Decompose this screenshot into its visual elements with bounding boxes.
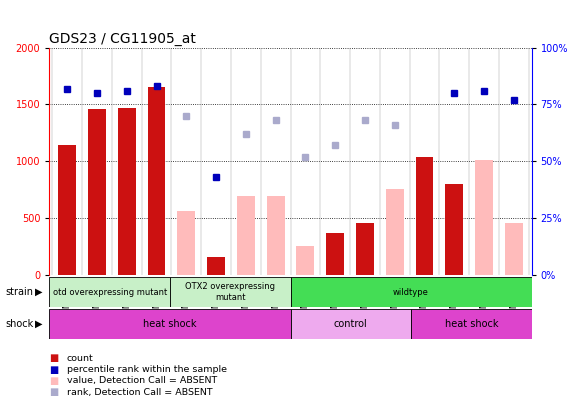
Bar [505,223,523,275]
Text: percentile rank within the sample: percentile rank within the sample [67,366,227,374]
Bar [58,145,76,275]
Bar [148,88,166,275]
Text: ■: ■ [49,376,59,386]
Text: GDS23 / CG11905_at: GDS23 / CG11905_at [49,32,196,46]
Text: value, Detection Call = ABSENT: value, Detection Call = ABSENT [67,377,217,385]
Bar [207,257,225,275]
Text: control: control [334,319,368,329]
Bar [356,223,374,275]
Text: ■: ■ [49,365,59,375]
Bar [411,309,532,339]
Bar [386,188,404,275]
Bar [177,211,195,275]
Bar [267,196,285,275]
Bar [49,309,290,339]
Text: count: count [67,354,94,363]
Text: wildtype: wildtype [393,287,429,297]
Text: ■: ■ [49,353,59,364]
Bar [237,196,255,275]
Text: heat shock: heat shock [444,319,498,329]
Bar [290,309,411,339]
Bar [475,160,493,275]
Text: ▶: ▶ [35,319,42,329]
Bar [49,277,170,307]
Text: ■: ■ [49,387,59,396]
Text: heat shock: heat shock [143,319,197,329]
Text: rank, Detection Call = ABSENT: rank, Detection Call = ABSENT [67,388,213,396]
Bar [445,184,463,275]
Text: ▶: ▶ [35,287,42,297]
Bar [170,277,290,307]
Bar [415,157,433,275]
Bar [118,108,136,275]
Text: otd overexpressing mutant: otd overexpressing mutant [52,287,167,297]
Text: shock: shock [6,319,34,329]
Text: OTX2 overexpressing
mutant: OTX2 overexpressing mutant [185,282,275,302]
Bar [290,277,532,307]
Text: strain: strain [6,287,34,297]
Bar [326,233,344,275]
Bar [296,246,314,275]
Bar [88,109,106,275]
